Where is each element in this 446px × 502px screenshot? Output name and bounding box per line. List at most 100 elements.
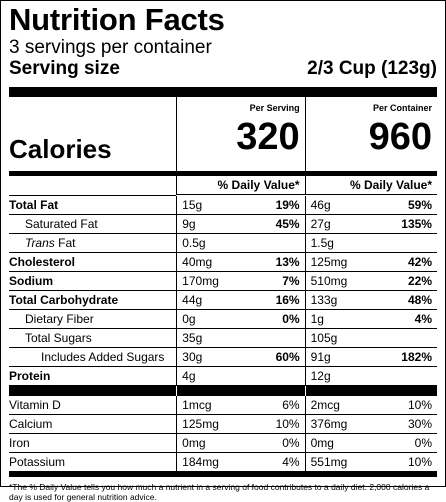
daily-value-percent: 7% <box>282 274 300 288</box>
vitamin-row: Vitamin D 1mcg 6% 2mcg 10% <box>9 396 437 415</box>
nutrient-name-text: Calcium <box>9 417 53 431</box>
nutrient-name-text: Saturated Fat <box>25 217 98 231</box>
amount: 0mg <box>310 436 334 450</box>
calories-per-serving: 320 <box>236 116 300 158</box>
amount: 9g <box>182 217 196 231</box>
amount: 0mg <box>182 436 206 450</box>
per-serving-value: 0mg 0% <box>176 434 305 453</box>
per-container-value: 125mg 42% <box>304 253 437 272</box>
amount: 27g <box>310 217 331 231</box>
nutrient-name-text: Iron <box>9 436 30 450</box>
calories-per-container: 960 <box>368 116 432 158</box>
calories-section: Calories Per Serving 320 Per Container 9… <box>9 97 437 171</box>
nutrient-row: Saturated Fat 9g 45% 27g 135% <box>9 215 437 234</box>
daily-value-percent: 0% <box>414 436 432 450</box>
amount: 91g <box>310 350 331 364</box>
per-serving-value: 0g 0% <box>176 310 305 329</box>
daily-value-percent: 60% <box>275 350 300 364</box>
amount: 46g <box>310 198 331 212</box>
nutrient-name: Potassium <box>9 453 177 472</box>
amount: 133g <box>310 293 338 307</box>
amount: 1mcg <box>182 398 212 412</box>
per-serving-value: 15g 19% <box>176 196 305 215</box>
per-container-value: 551mg 10% <box>304 453 437 472</box>
nutrient-name: Total Fat <box>9 196 177 215</box>
amount: 2mcg <box>310 398 340 412</box>
serving-size-label: Serving size <box>9 58 120 79</box>
amount: 4g <box>182 369 196 383</box>
nutrient-name-italic: Trans <box>25 236 55 250</box>
per-container-header: Per Container <box>372 103 432 113</box>
daily-value-percent: 4% <box>414 312 432 326</box>
amount: 44g <box>182 293 203 307</box>
per-container-value: 133g 48% <box>304 291 437 310</box>
per-serving-value: 9g 45% <box>176 215 305 234</box>
vitamin-row: Iron 0mg 0% 0mg 0% <box>9 434 437 453</box>
nutrient-row: Total Sugars 35g 105g <box>9 329 437 348</box>
amount: 0g <box>182 312 196 326</box>
dv-header-container: % Daily Value* <box>304 176 437 195</box>
nutrient-rows: Total Fat 15g 19% 46g 59% Saturated Fat 9g 45% 2… <box>9 196 437 386</box>
nutrient-name-text: Sodium <box>9 274 53 288</box>
per-serving-value: 44g 16% <box>176 291 305 310</box>
daily-value-percent: 182% <box>401 350 432 364</box>
serving-size-value: 2/3 Cup (123g) <box>307 58 437 79</box>
nutrient-row: Cholesterol 40mg 13% 125mg 42% <box>9 253 437 272</box>
amount: 35g <box>182 331 203 345</box>
amount: 15g <box>182 198 203 212</box>
per-serving-value: 170mg 7% <box>176 272 305 291</box>
per-container-value: 1.5g <box>304 234 437 253</box>
calories-label-cell: Calories <box>9 97 176 171</box>
nutrient-name: Iron <box>9 434 177 453</box>
dv-header-serving: % Daily Value* <box>176 176 305 195</box>
nutrient-row: Total Carbohydrate 44g 16% 133g 48% <box>9 291 437 310</box>
per-container-value: 105g <box>304 329 437 348</box>
daily-value-percent: 6% <box>282 398 300 412</box>
nutrient-name-text: Total Fat <box>9 198 59 212</box>
daily-value-percent: 0% <box>282 312 300 326</box>
nutrient-name-text: Dietary Fiber <box>25 312 94 326</box>
amount: 40mg <box>182 255 213 269</box>
daily-value-percent: 10% <box>407 398 432 412</box>
vitamin-row: Potassium 184mg 4% 551mg 10% <box>9 453 437 472</box>
amount: 376mg <box>310 417 348 431</box>
calories-label: Calories <box>9 134 112 164</box>
per-serving-value: 1mcg 6% <box>176 396 305 415</box>
amount: 105g <box>310 331 338 345</box>
amount: 551mg <box>310 455 348 469</box>
servings-per-container: 3 servings per container <box>9 37 212 58</box>
per-container-value: 12g <box>304 367 437 386</box>
daily-value-percent: 19% <box>275 198 300 212</box>
per-serving-value: 184mg 4% <box>176 453 305 472</box>
per-serving-cell: Per Serving 320 <box>176 97 304 171</box>
label-title: Nutrition Facts <box>9 2 225 37</box>
amount: 30g <box>182 350 203 364</box>
per-container-cell: Per Container 960 <box>304 97 437 171</box>
nutrient-name: Protein <box>9 367 177 386</box>
amount: 12g <box>310 369 331 383</box>
nutrient-name-text: Cholesterol <box>9 255 76 269</box>
nutrient-name-text: Potassium <box>9 455 66 469</box>
nutrient-row: Includes Added Sugars 30g 60% 91g 182% <box>9 348 437 367</box>
daily-value-percent: 59% <box>407 198 432 212</box>
per-serving-value: 125mg 10% <box>176 415 305 434</box>
nutrient-name-text: Includes Added Sugars <box>41 350 165 364</box>
daily-value-percent: 45% <box>275 217 300 231</box>
nutrient-name: Includes Added Sugars <box>9 348 177 367</box>
per-container-value: 27g 135% <box>304 215 437 234</box>
daily-value-percent: 42% <box>407 255 432 269</box>
daily-value-percent: 4% <box>282 455 300 469</box>
nutrient-name-text: Total Carbohydrate <box>9 293 119 307</box>
per-serving-value: 35g <box>176 329 305 348</box>
daily-value-percent: 48% <box>407 293 432 307</box>
nutrient-name: Vitamin D <box>9 396 177 415</box>
per-container-value: 46g 59% <box>304 196 437 215</box>
amount: 125mg <box>310 255 348 269</box>
thick-divider <box>9 87 437 97</box>
amount: 0.5g <box>182 236 206 250</box>
per-container-value: 91g 182% <box>304 348 437 367</box>
amount: 1.5g <box>310 236 334 250</box>
nutrient-name: Saturated Fat <box>9 215 177 234</box>
daily-value-percent: 0% <box>282 436 300 450</box>
